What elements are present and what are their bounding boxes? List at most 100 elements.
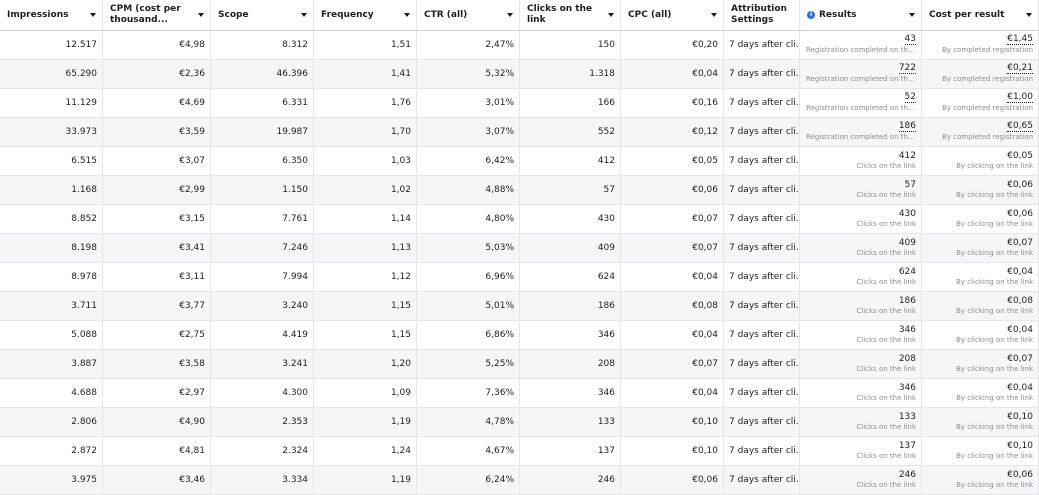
caret-down-icon[interactable] <box>1026 13 1032 17</box>
ctr-cell: 5,03% <box>417 234 520 262</box>
cost-per-result-value: €0,04 <box>1007 267 1033 277</box>
column-header-cpc[interactable]: CPC (all) <box>621 0 724 30</box>
attribution-cell: 7 days after cli... <box>724 466 800 494</box>
column-header-clicks[interactable]: Clicks on the link <box>520 0 621 30</box>
ctr-cell: 5,32% <box>417 60 520 88</box>
ctr-cell: 3,01% <box>417 89 520 117</box>
column-header-label: Cost per result <box>929 9 1005 20</box>
results-value[interactable]: 52 <box>904 92 916 103</box>
results-cell: 52 Registration completed on the... <box>800 89 922 117</box>
cost-per-result-value[interactable]: €1,00 <box>1007 92 1033 103</box>
cost-per-result-cell: €0,07 By clicking on the link <box>922 234 1039 262</box>
clicks-cell: 430 <box>520 205 621 233</box>
cost-per-result-subtitle: By clicking on the link <box>956 423 1033 431</box>
impressions-cell: 8.978 <box>0 263 103 291</box>
column-header-attribution[interactable]: Attribution Settings <box>724 0 800 30</box>
frequency-cell: 1,09 <box>314 379 417 407</box>
frequency-cell: 1,19 <box>314 466 417 494</box>
caret-down-icon[interactable] <box>301 13 307 17</box>
clicks-cell: 208 <box>520 350 621 378</box>
scope-cell: 3.240 <box>211 292 314 320</box>
cost-per-result-cell: €0,10 By clicking on the link <box>922 437 1039 465</box>
cost-per-result-subtitle: By clicking on the link <box>956 365 1033 373</box>
cost-per-result-subtitle: By clicking on the link <box>956 278 1033 286</box>
ctr-cell: 4,78% <box>417 408 520 436</box>
results-subtitle: Clicks on the link <box>856 365 916 373</box>
scope-cell: 7.761 <box>211 205 314 233</box>
table-row: 2.806 €4,90 2.353 1,19 4,78% 133 €0,10 7 days a… <box>0 408 1039 437</box>
ctr-cell: 6,86% <box>417 321 520 349</box>
scope-cell: 3.334 <box>211 466 314 494</box>
clicks-cell: 412 <box>520 147 621 175</box>
results-value: 346 <box>898 325 916 335</box>
table-row: 5.088 €2,75 4.419 1,15 6,86% 346 €0,04 7 days a… <box>0 321 1039 350</box>
results-value[interactable]: 43 <box>904 34 916 45</box>
column-header-label: Frequency <box>321 9 374 20</box>
column-header-cost-per-result[interactable]: Cost per result <box>922 0 1039 30</box>
caret-down-icon[interactable] <box>909 13 915 17</box>
scope-cell: 2.353 <box>211 408 314 436</box>
ctr-cell: 4,88% <box>417 176 520 204</box>
cpm-cell: €3,41 <box>103 234 211 262</box>
ctr-cell: 4,67% <box>417 437 520 465</box>
results-subtitle: Clicks on the link <box>856 249 916 257</box>
info-icon[interactable]: i <box>807 11 815 19</box>
cost-per-result-subtitle: By clicking on the link <box>956 307 1033 315</box>
cost-per-result-subtitle: By completed registration <box>942 46 1033 54</box>
clicks-cell: 552 <box>520 118 621 146</box>
column-header-frequency[interactable]: Frequency <box>314 0 417 30</box>
frequency-cell: 1,51 <box>314 31 417 59</box>
results-cell: 346 Clicks on the link <box>800 379 922 407</box>
caret-down-icon[interactable] <box>404 13 410 17</box>
column-header-ctr[interactable]: CTR (all) <box>417 0 520 30</box>
caret-down-icon[interactable] <box>608 13 614 17</box>
results-cell: 137 Clicks on the link <box>800 437 922 465</box>
column-header-label: Results <box>819 9 857 20</box>
cpc-cell: €0,20 <box>621 31 724 59</box>
cost-per-result-cell: €0,06 By clicking on the link <box>922 205 1039 233</box>
column-header-impressions[interactable]: Impressions <box>0 0 103 30</box>
impressions-cell: 65.290 <box>0 60 103 88</box>
caret-down-icon[interactable] <box>90 13 96 17</box>
results-cell: 186 Clicks on the link <box>800 292 922 320</box>
column-header-scope[interactable]: Scope <box>211 0 314 30</box>
results-value: 412 <box>898 151 916 161</box>
table-header: Impressions CPM (cost per thousand... Sc… <box>0 0 1039 31</box>
cost-per-result-subtitle: By clicking on the link <box>956 220 1033 228</box>
ctr-cell: 6,42% <box>417 147 520 175</box>
scope-cell: 46.396 <box>211 60 314 88</box>
results-cell: 624 Clicks on the link <box>800 263 922 291</box>
table-row: 8.978 €3,11 7.994 1,12 6,96% 624 €0,04 7 days a… <box>0 263 1039 292</box>
attribution-cell: 7 days after cli... <box>724 205 800 233</box>
impressions-cell: 1.168 <box>0 176 103 204</box>
cost-per-result-cell: €1,45 By completed registration <box>922 31 1039 59</box>
results-value[interactable]: 186 <box>898 121 916 132</box>
scope-cell: 7.994 <box>211 263 314 291</box>
results-value: 624 <box>898 267 916 277</box>
frequency-cell: 1,12 <box>314 263 417 291</box>
cost-per-result-value[interactable]: €0,65 <box>1007 121 1033 132</box>
cost-per-result-subtitle: By clicking on the link <box>956 249 1033 257</box>
frequency-cell: 1,13 <box>314 234 417 262</box>
ctr-cell: 2,47% <box>417 31 520 59</box>
column-header-results[interactable]: i Results <box>800 0 922 30</box>
results-value: 409 <box>898 238 916 248</box>
cpc-cell: €0,04 <box>621 321 724 349</box>
column-header-cpm[interactable]: CPM (cost per thousand... <box>103 0 211 30</box>
frequency-cell: 1,19 <box>314 408 417 436</box>
cost-per-result-subtitle: By completed registration <box>942 104 1033 112</box>
caret-down-icon[interactable] <box>711 13 717 17</box>
cpc-cell: €0,05 <box>621 147 724 175</box>
results-value[interactable]: 722 <box>898 63 916 74</box>
cost-per-result-value[interactable]: €1,45 <box>1007 34 1033 45</box>
results-cell: 186 Registration completed on the... <box>800 118 922 146</box>
results-subtitle: Clicks on the link <box>856 307 916 315</box>
cost-per-result-value: €0,04 <box>1007 325 1033 335</box>
clicks-cell: 624 <box>520 263 621 291</box>
cpm-cell: €3,46 <box>103 466 211 494</box>
cost-per-result-cell: €0,65 By completed registration <box>922 118 1039 146</box>
caret-down-icon[interactable] <box>198 13 204 17</box>
cost-per-result-value[interactable]: €0,21 <box>1007 63 1033 74</box>
caret-down-icon[interactable] <box>507 13 513 17</box>
impressions-cell: 8.198 <box>0 234 103 262</box>
